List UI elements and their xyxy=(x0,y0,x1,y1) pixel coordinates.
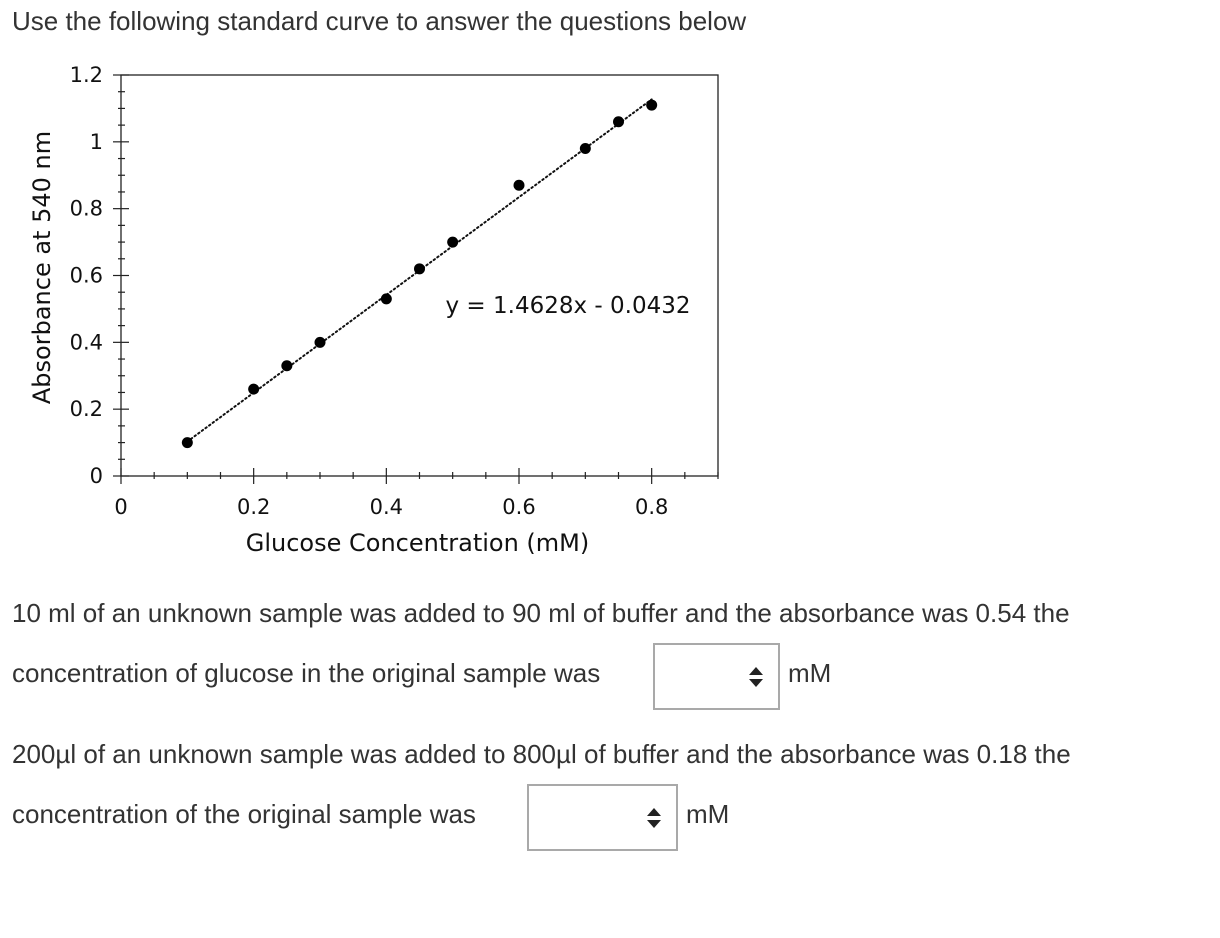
updown-arrows-icon xyxy=(647,807,661,828)
y-tick-label: 0.2 xyxy=(70,397,103,421)
trendline-equation: y = 1.4628x - 0.0432 xyxy=(446,293,691,319)
data-point xyxy=(181,437,193,449)
data-point xyxy=(513,179,525,191)
updown-arrows-icon xyxy=(749,666,763,687)
data-point xyxy=(613,116,624,128)
x-tick-label: 0 xyxy=(114,495,127,519)
question-1-unit: mM xyxy=(788,658,832,688)
data-point xyxy=(248,383,260,395)
data-point xyxy=(380,293,392,305)
question-2-prompt: concentration of the original sample was xyxy=(12,799,476,829)
data-point xyxy=(579,143,591,155)
y-axis-title: Absorbance at 540 nm xyxy=(28,131,56,404)
question-2-unit: mM xyxy=(686,799,730,829)
data-point xyxy=(314,336,326,348)
y-tick-label: 1.2 xyxy=(70,63,103,87)
data-point xyxy=(646,99,658,111)
question-1-answer-select[interactable] xyxy=(653,643,780,710)
instructions-text: Use the following standard curve to answ… xyxy=(12,6,747,36)
question-2-answer-select[interactable] xyxy=(527,784,678,851)
question-2-text: 200µl of an unknown sample was added to … xyxy=(12,739,1071,769)
question-1-text: 10 ml of an unknown sample was added to … xyxy=(12,598,1070,628)
plot-area-frame xyxy=(120,74,719,477)
x-tick-label: 0.6 xyxy=(502,495,535,519)
question-1-prompt: concentration of glucose in the original… xyxy=(12,658,601,688)
x-tick-label: 0.2 xyxy=(237,495,270,519)
data-point xyxy=(447,236,459,248)
standard-curve-chart: 0 0.2 0.4 0.6 0.8 1 1.2 0 0.2 0.4 0.6 0.8 Glucose Co… xyxy=(28,63,719,557)
y-tick-label: 0 xyxy=(90,464,103,488)
y-tick-label: 0.8 xyxy=(70,197,103,221)
data-point xyxy=(281,360,293,372)
x-tick-label: 0.4 xyxy=(370,495,403,519)
x-tick-label: 0.8 xyxy=(635,495,668,519)
y-tick-label: 1 xyxy=(90,130,103,154)
data-point xyxy=(414,263,425,275)
x-axis-title: Glucose Concentration (mM) xyxy=(246,529,589,557)
y-tick-label: 0.6 xyxy=(70,264,103,288)
y-tick-label: 0.4 xyxy=(70,330,103,354)
